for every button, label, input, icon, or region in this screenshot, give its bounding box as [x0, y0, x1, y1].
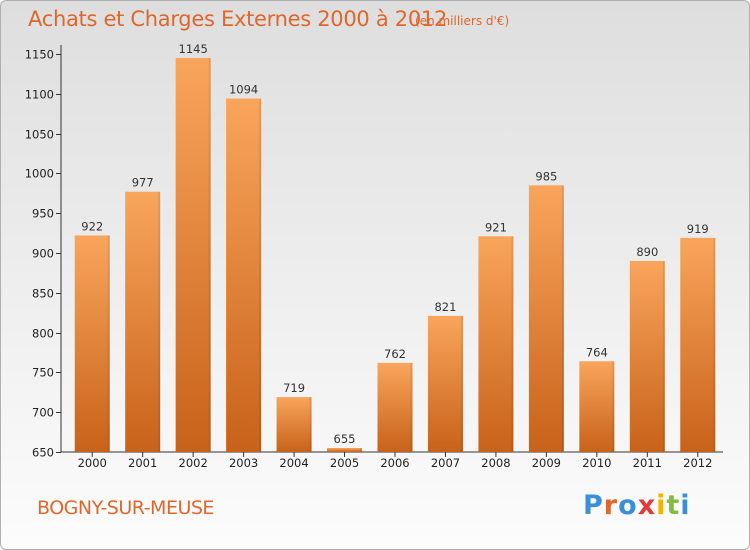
logo-letter: i: [656, 490, 667, 521]
bar: [377, 362, 413, 452]
y-tick-label: 1050: [25, 128, 54, 142]
y-tick-label: 950: [32, 207, 54, 221]
x-tick-label: 2007: [431, 456, 460, 470]
bar-value-label: 921: [485, 220, 507, 234]
y-tick-label: 1100: [25, 88, 54, 102]
bar-shade: [561, 185, 564, 452]
bar-shade: [259, 98, 262, 453]
x-tick-label: 2004: [279, 456, 308, 470]
bar: [74, 235, 110, 452]
y-tick-label: 1150: [25, 48, 54, 62]
bar-value-label: 1094: [229, 83, 258, 97]
x-tick-label: 2010: [582, 456, 611, 470]
bar-shade: [360, 448, 363, 452]
bar-value-label: 919: [687, 222, 709, 236]
bar: [579, 361, 615, 452]
x-tick-label: 2005: [330, 456, 359, 470]
commune-name: BOGNY-SUR-MEUSE: [37, 497, 214, 519]
logo-letter: r: [603, 490, 619, 521]
bar-value-label: 985: [535, 169, 557, 183]
x-tick-label: 2011: [633, 456, 662, 470]
logo-letter: i: [680, 490, 691, 521]
bar-shade: [309, 397, 312, 452]
bar-shade: [460, 315, 463, 452]
bar: [327, 448, 363, 452]
x-tick-label: 2001: [128, 456, 157, 470]
logo-letter: o: [618, 490, 638, 521]
bar-value-label: 821: [434, 300, 456, 314]
logo-letter: x: [637, 490, 657, 521]
bar-value-label: 890: [636, 245, 658, 259]
x-tick-label: 2002: [179, 456, 208, 470]
bar-shade: [511, 236, 514, 452]
x-tick-label: 2006: [380, 456, 409, 470]
bar: [427, 315, 463, 452]
bar-shade: [662, 260, 665, 452]
bar: [629, 260, 665, 452]
bar: [478, 236, 514, 452]
bar-value-label: 719: [283, 381, 305, 395]
bar-value-label: 1145: [179, 42, 208, 56]
bar-shade: [410, 362, 413, 452]
bars: 922 977 1145 1094 719 655 762 821 921 985 764 890 91…: [74, 42, 716, 453]
chart-title: Achats et Charges Externes 2000 à 2012: [28, 7, 448, 31]
x-tick-label: 2008: [481, 456, 510, 470]
chart-subtitle: (en milliers d'€): [415, 14, 510, 28]
bar-shade: [107, 235, 110, 452]
bar-value-label: 922: [81, 219, 103, 233]
logo-letter: P: [583, 490, 604, 521]
x-tick-label: 2000: [78, 456, 107, 470]
y-tick-label: 700: [32, 406, 54, 420]
bar-shade: [612, 361, 615, 452]
bar-value-label: 655: [334, 432, 356, 446]
y-tick-label: 750: [32, 366, 54, 380]
bar: [226, 98, 262, 453]
bar-value-label: 762: [384, 347, 406, 361]
bar: [680, 237, 716, 452]
y-tick-label: 800: [32, 327, 54, 341]
bar: [175, 57, 211, 452]
axes: 650 700 750 800 850 900 950 1000 1050 1100 1150 200…: [25, 45, 723, 470]
bar-value-label: 764: [586, 345, 608, 359]
y-tick-label: 650: [32, 446, 54, 460]
bar: [125, 191, 161, 452]
x-tick-label: 2012: [683, 456, 712, 470]
logo-letter: t: [666, 490, 681, 521]
bar-shade: [208, 57, 211, 452]
bar-value-label: 977: [132, 176, 154, 190]
bar-shade: [158, 191, 161, 452]
proxiti-logo: Proxiti: [583, 490, 691, 521]
y-tick-label: 900: [32, 247, 54, 261]
x-tick-label: 2009: [532, 456, 561, 470]
bar: [276, 397, 312, 452]
y-tick-label: 1000: [25, 167, 54, 181]
bar-shade: [713, 237, 716, 452]
x-tick-label: 2003: [229, 456, 258, 470]
bar: [528, 185, 564, 452]
y-tick-label: 850: [32, 287, 54, 301]
